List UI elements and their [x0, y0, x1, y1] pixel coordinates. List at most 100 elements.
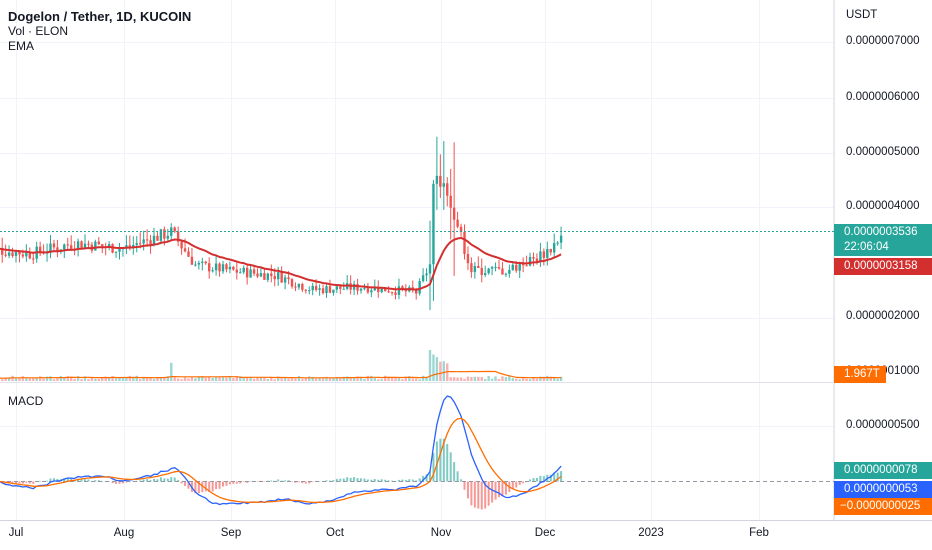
volume-bar	[470, 376, 473, 381]
volume-bar	[121, 377, 125, 381]
candle-body	[297, 283, 301, 288]
candle-body	[142, 239, 145, 244]
macd-histogram-bar	[63, 478, 66, 482]
volume-bar	[111, 376, 114, 381]
volume-bar	[32, 377, 35, 381]
volume-bar	[449, 377, 452, 381]
macd-histogram-bar	[466, 481, 469, 499]
candle-body	[435, 175, 439, 184]
volume-bar	[373, 377, 376, 381]
macd-histogram-bar	[518, 481, 521, 485]
macd-histogram-bar	[211, 481, 214, 492]
symbol-title[interactable]: Dogelon / Tether, 1D, KUCOIN	[8, 9, 192, 24]
candle-body	[21, 254, 25, 257]
volume-bar	[463, 378, 466, 381]
candle-body	[532, 257, 535, 259]
candle-body	[432, 183, 435, 265]
candle-body	[232, 266, 235, 270]
volume-bar	[107, 377, 111, 381]
candle-body	[339, 286, 342, 289]
candle-body	[401, 286, 404, 290]
candle-body	[484, 273, 487, 276]
macd-histogram-bar	[194, 481, 197, 494]
macd-histogram-bar	[118, 481, 121, 484]
volume-bar	[218, 377, 221, 381]
macd-histogram-bar	[556, 472, 559, 482]
candle-body	[463, 231, 466, 255]
candle-body	[245, 267, 249, 278]
macd-histogram-bar	[346, 477, 349, 482]
volume-bar	[415, 378, 418, 381]
time-label: Jul	[8, 527, 24, 539]
volume-bar	[21, 376, 25, 381]
candle-body	[542, 251, 546, 258]
macd-histogram-bar	[397, 479, 400, 482]
candle-body	[449, 195, 452, 208]
macd-histogram-bar	[449, 452, 452, 482]
volume-bar	[287, 378, 290, 381]
macd-histogram-bar	[115, 481, 118, 484]
volume-bar	[87, 379, 90, 381]
candle-body	[387, 291, 390, 293]
macd-histogram-bar	[325, 480, 328, 482]
time-label: Oct	[326, 527, 344, 539]
macd-histogram-bar	[470, 481, 473, 506]
volume-bar	[383, 375, 387, 381]
volume-bar	[452, 377, 456, 381]
volume-bar	[228, 376, 232, 381]
macd-histogram-bar	[529, 479, 532, 482]
volume-ma-line	[0, 370, 562, 379]
volume-bar	[45, 376, 49, 381]
volume-bar	[156, 377, 159, 381]
candle-body	[363, 288, 366, 290]
macd-histogram-bar	[456, 471, 459, 482]
macd-histogram-bar	[484, 481, 487, 509]
macd-legend[interactable]: MACD	[8, 394, 44, 408]
macd-histogram-bar	[111, 481, 114, 484]
volume-bar	[328, 377, 332, 381]
candle-body	[125, 245, 128, 249]
macd-histogram-bar	[94, 480, 97, 482]
volume-value-tag: 1.967T	[834, 366, 886, 383]
candle-body	[97, 241, 100, 245]
candle-body	[515, 264, 518, 271]
volume-bar	[442, 361, 445, 381]
volume-bar	[404, 376, 408, 381]
volume-bar	[128, 375, 132, 381]
ema-legend[interactable]: EMA	[8, 39, 35, 53]
volume-bar	[439, 361, 442, 381]
macd-histogram-bar	[408, 479, 411, 482]
macd-histogram-bar	[294, 481, 297, 483]
macd-histogram-bar	[232, 481, 235, 484]
macd-value-tag: 0.0000000053	[834, 481, 932, 498]
volume-bar	[194, 378, 197, 381]
volume-bar	[528, 379, 532, 381]
volume-bar	[145, 377, 149, 381]
macd-histogram-bar	[380, 479, 383, 482]
volume-bar	[232, 377, 235, 381]
candle-body	[242, 267, 245, 273]
candle-body	[4, 254, 7, 256]
macd-line	[0, 395, 562, 506]
volume-bar	[390, 377, 394, 381]
volume-bar	[387, 377, 390, 381]
candle-body	[494, 267, 497, 269]
time-label: Nov	[430, 527, 452, 539]
volume-bar	[421, 375, 425, 381]
volume-legend[interactable]: Vol · ELON	[8, 24, 69, 38]
volume-bar	[525, 378, 528, 381]
volume-bar	[425, 376, 428, 381]
volume-bar	[97, 378, 100, 381]
macd-histogram-bar	[425, 474, 428, 482]
volume-bar	[477, 376, 480, 381]
candle-body	[356, 283, 359, 291]
macd-histogram-bar	[377, 479, 380, 482]
macd-histogram-bar	[170, 477, 173, 482]
volume-bar	[432, 354, 435, 381]
volume-bar	[277, 376, 280, 381]
volume-bar	[401, 379, 404, 381]
macd-histogram-bar	[180, 481, 183, 484]
macd-histogram-tag: 0.0000000078	[834, 462, 932, 479]
candle-body	[525, 265, 528, 267]
